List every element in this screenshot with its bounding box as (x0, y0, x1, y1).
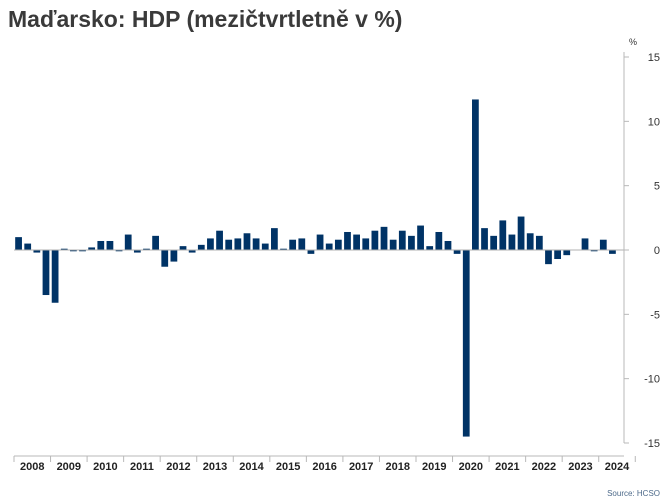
bar-q60 (554, 250, 561, 260)
x-tick-label-2013: 2013 (203, 461, 227, 473)
y-tick-label: -15 (644, 438, 660, 450)
bar-q8 (79, 250, 86, 252)
bar-q42 (389, 239, 397, 250)
x-axis-ticks: 2008 2009 2010 2011 2012 2013 2014 2015 2016 2017… (13, 456, 636, 473)
bar-q31 (289, 239, 297, 250)
bar-q12 (115, 250, 123, 252)
bar-q34 (316, 234, 324, 250)
x-tick-label-2009: 2009 (57, 461, 81, 473)
bar-q28 (261, 243, 269, 250)
bar-q66 (609, 250, 616, 254)
chart-title: Maďarsko: HDP (mezičtvrtletně v %) (8, 6, 403, 32)
y-tick-label: -5 (650, 309, 660, 321)
bar-q16 (152, 235, 159, 250)
bar-q39 (362, 238, 370, 250)
bar-q52 (481, 228, 488, 250)
bar-q35 (325, 243, 333, 250)
bar-q65 (599, 239, 607, 250)
bar-q27 (252, 238, 260, 250)
x-tick-label-2024: 2024 (605, 461, 630, 473)
bar-q1 (15, 237, 22, 250)
bar-q46 (426, 246, 434, 250)
bar-q37 (344, 231, 351, 250)
x-tick-label-2018: 2018 (385, 461, 409, 473)
bar-q14 (133, 250, 141, 253)
bar-q45 (417, 225, 424, 250)
bar-q58 (535, 235, 543, 250)
x-tick-label-2022: 2022 (532, 461, 556, 473)
bar-q57 (526, 233, 534, 250)
x-tick-label-2014: 2014 (239, 461, 264, 473)
y-tick-label: 0 (654, 245, 660, 257)
bar-q40 (371, 230, 379, 250)
bar-q54 (499, 220, 507, 250)
y-tick-label: 15 (648, 52, 660, 64)
x-tick-label-2020: 2020 (459, 461, 483, 473)
x-tick-label-2017: 2017 (349, 461, 373, 473)
y-tick-label: -10 (644, 374, 660, 386)
bar-q4 (42, 250, 50, 296)
bar-q7 (70, 250, 77, 252)
bar-q30 (280, 248, 287, 250)
bars-group (15, 99, 616, 437)
bar-q48 (444, 240, 452, 250)
y-axis-unit: % (629, 37, 637, 47)
bar-q32 (298, 238, 306, 250)
bar-q61 (563, 250, 571, 256)
bar-q26 (243, 233, 251, 250)
bar-q53 (490, 235, 498, 250)
bar-q6 (60, 248, 68, 250)
bar-q25 (234, 238, 242, 250)
bar-q2 (24, 243, 32, 250)
bar-q17 (161, 250, 169, 267)
bar-q3 (33, 250, 41, 253)
x-tick-label-2021: 2021 (495, 461, 519, 473)
bar-q20 (188, 250, 196, 253)
bar-q23 (216, 230, 223, 250)
bar-q56 (517, 216, 525, 250)
y-tick-label: 10 (648, 116, 660, 128)
bar-q43 (398, 230, 406, 250)
x-tick-label-2019: 2019 (422, 461, 446, 473)
x-tick-label-2015: 2015 (276, 461, 300, 473)
bar-q13 (124, 234, 132, 250)
bar-q29 (271, 228, 278, 250)
bar-q44 (408, 235, 415, 250)
bar-q49 (453, 250, 461, 254)
bar-q47 (435, 231, 443, 250)
bar-q33 (307, 250, 315, 254)
bar-q59 (545, 250, 552, 265)
bar-q9 (88, 247, 96, 250)
bar-q38 (353, 234, 360, 250)
x-tick-label-2023: 2023 (568, 461, 592, 473)
x-tick-label-2011: 2011 (130, 461, 154, 473)
x-tick-label-2010: 2010 (93, 461, 117, 473)
source-note: Source: HCSO (607, 489, 660, 498)
bar-q41 (380, 226, 388, 250)
y-tick-label: 5 (654, 181, 660, 193)
bar-q22 (207, 238, 214, 250)
y-axis-ticks: 15 10 5 0 -5 -10 -15 (624, 52, 660, 450)
x-tick-label-2012: 2012 (166, 461, 190, 473)
bar-q5 (51, 250, 59, 303)
bar-q15 (143, 248, 150, 250)
bar-q21 (197, 244, 205, 250)
x-tick-label-2016: 2016 (312, 461, 336, 473)
bar-q19 (179, 246, 187, 250)
bar-q55 (508, 234, 516, 250)
bar-q36 (334, 239, 342, 250)
bar-q50 (462, 250, 470, 437)
bar-q10 (97, 240, 105, 250)
bar-q64 (590, 250, 598, 252)
bar-q63 (581, 238, 589, 250)
x-tick-label-2008: 2008 (20, 461, 44, 473)
bar-q18 (170, 250, 178, 262)
bar-q51 (472, 99, 479, 251)
bar-q11 (106, 240, 114, 250)
bar-q24 (225, 239, 233, 250)
